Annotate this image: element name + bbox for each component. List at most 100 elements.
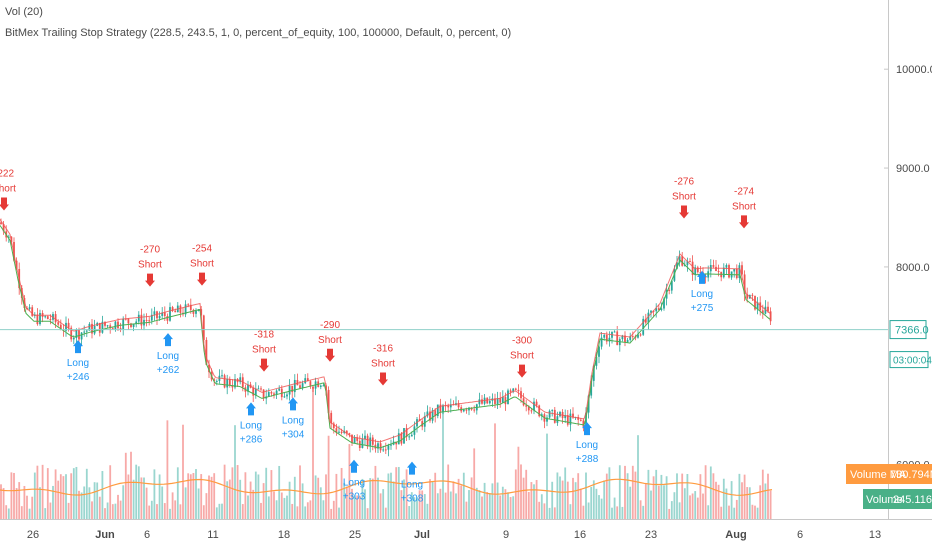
volume-bar	[759, 485, 762, 519]
candle-body	[208, 364, 210, 373]
candle-body	[382, 449, 385, 451]
candle-body	[98, 322, 101, 333]
volume-bar	[23, 485, 26, 519]
candle-body	[205, 339, 208, 365]
candle-body	[91, 323, 93, 334]
volume-bar	[275, 500, 278, 519]
long-signal-label: Long	[343, 478, 365, 489]
volume-bar	[652, 476, 655, 519]
volume-bar	[535, 479, 538, 519]
candle-body	[535, 401, 538, 406]
volume-bar	[582, 505, 585, 519]
candle-body	[161, 312, 164, 316]
volume-bar	[273, 491, 275, 519]
long-signal-value: +304	[282, 429, 305, 440]
long-arrow-icon	[582, 422, 592, 436]
candle-body	[130, 323, 132, 327]
candle-body	[592, 365, 595, 381]
volume-bar	[585, 472, 587, 519]
volume-bar	[605, 473, 608, 519]
volume-bar	[717, 484, 720, 519]
volume-bar	[574, 482, 577, 519]
strategy-legend[interactable]: BitMex Trailing Stop Strategy (228.5, 24…	[5, 27, 512, 39]
volume-bar	[96, 482, 99, 519]
volume-bar	[127, 474, 130, 519]
candle-body	[351, 434, 353, 443]
long-arrow-icon	[288, 397, 298, 411]
volume-bar	[317, 477, 320, 519]
volume-bar	[735, 499, 738, 519]
long-signal-label: Long	[401, 480, 423, 491]
volume-bar	[520, 464, 522, 519]
candle-body	[117, 321, 119, 329]
candle-body	[239, 377, 242, 383]
volume-bar	[611, 507, 613, 519]
volume-bar	[122, 485, 125, 519]
candle-body	[621, 335, 624, 340]
candle-body	[369, 437, 372, 447]
candle-body	[522, 398, 525, 406]
volume-bar	[655, 469, 658, 519]
volume-bar	[621, 506, 624, 519]
volume-bar	[634, 471, 637, 519]
candle-body	[31, 307, 34, 316]
price-axis[interactable]: 10000.0 9000.0 8000.0 6000.0	[896, 64, 932, 471]
candle-body	[166, 316, 169, 321]
volume-bar	[57, 480, 60, 519]
volume-bar	[101, 471, 104, 519]
volume-bar	[702, 493, 704, 519]
long-stop-line	[0, 225, 771, 449]
volume-bar	[208, 475, 210, 519]
candle-body	[395, 441, 398, 445]
volume-bar	[153, 469, 156, 519]
candle-body	[254, 388, 257, 396]
candle-body	[496, 398, 499, 405]
volume-bar	[156, 504, 158, 519]
candle-body	[548, 410, 551, 418]
volume-bar	[738, 473, 741, 519]
candle-body	[247, 384, 249, 392]
candle-body	[309, 381, 312, 387]
last-price-badge: 7366.0	[889, 320, 929, 340]
candle-body	[504, 397, 507, 405]
candle-body	[538, 405, 541, 417]
volume-bar	[405, 469, 408, 519]
candle-body	[462, 409, 465, 412]
long-signal-label: Long	[282, 415, 304, 426]
volume-bar	[257, 474, 260, 519]
volume-bar	[624, 465, 626, 519]
volume-bar	[241, 504, 244, 519]
volume-bar	[426, 503, 429, 519]
time-axis[interactable]: 26 Jun 6 11 18 25 Jul 9 16 23 Aug 6 13	[27, 529, 881, 541]
volume-bar	[686, 474, 689, 519]
candle-body	[423, 416, 426, 427]
candle-body	[353, 437, 356, 443]
candle-body	[566, 415, 569, 425]
time-tick: 9	[503, 529, 509, 541]
volume-bar	[551, 481, 554, 519]
volume-bar	[707, 505, 710, 519]
candle-body	[273, 393, 275, 395]
countdown-badge: 03:00:04	[889, 351, 932, 369]
volume-bar	[468, 490, 470, 519]
candle-body	[275, 390, 278, 395]
volume-bar	[392, 481, 395, 519]
long-signal-label: Long	[240, 420, 262, 431]
candle-body	[145, 319, 148, 321]
candle-body	[559, 411, 561, 417]
candle-body	[699, 272, 702, 274]
volume-value: 245.116M	[893, 494, 932, 506]
candle-body	[644, 318, 647, 323]
candle-body	[676, 262, 678, 269]
volume-bar	[509, 497, 512, 519]
volume-indicator-legend[interactable]: Vol (20)	[5, 6, 43, 18]
volume-bar	[174, 500, 177, 519]
candle-body	[13, 241, 15, 261]
volume-bar	[556, 472, 559, 519]
candle-body	[286, 394, 288, 397]
volume-bar	[59, 474, 62, 519]
volume-bar	[132, 479, 135, 519]
candle-body	[371, 437, 374, 445]
